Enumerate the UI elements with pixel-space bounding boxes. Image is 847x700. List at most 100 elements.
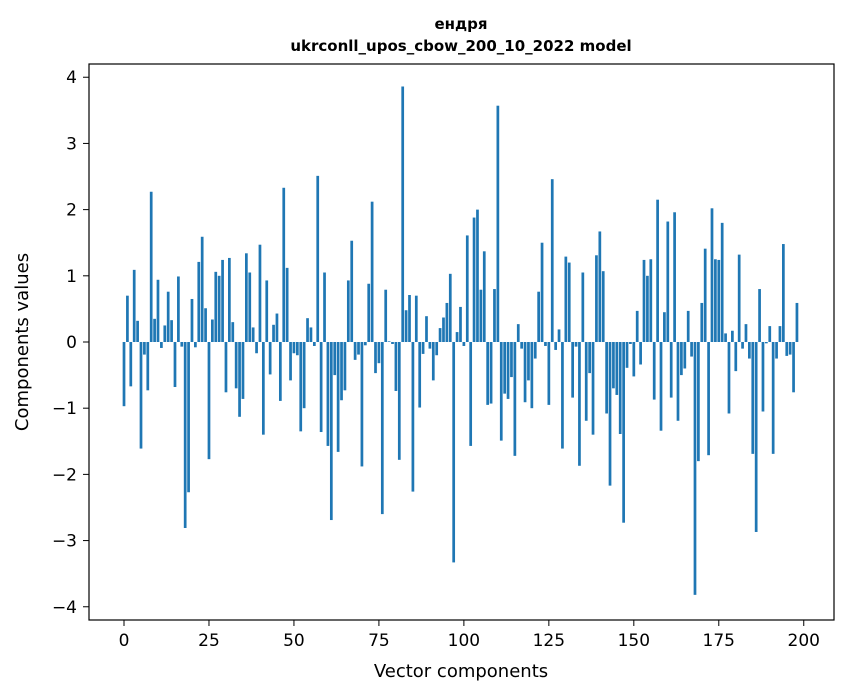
bar-15 xyxy=(173,342,177,388)
bar-147 xyxy=(622,342,625,523)
bar-186 xyxy=(754,342,758,532)
bar-83 xyxy=(404,310,408,342)
bar-139 xyxy=(595,255,598,342)
chart-title: ендря xyxy=(434,15,487,33)
bar-180 xyxy=(734,342,738,372)
bar-178 xyxy=(727,342,731,414)
bar-88 xyxy=(421,342,425,354)
bar-123 xyxy=(540,242,544,342)
bar-14 xyxy=(170,320,173,342)
bar-184 xyxy=(748,342,751,359)
bar-94 xyxy=(442,317,445,342)
y-tick-label: 1 xyxy=(66,267,77,287)
bar-18 xyxy=(183,342,187,528)
bar-161 xyxy=(669,342,673,398)
bar-195 xyxy=(785,342,789,356)
bar-9 xyxy=(153,318,156,342)
bar-148 xyxy=(625,342,629,368)
bar-57 xyxy=(316,175,320,342)
bar-130 xyxy=(564,256,568,342)
bar-96 xyxy=(448,273,452,342)
bar-87 xyxy=(418,342,422,408)
bar-22 xyxy=(197,261,201,342)
bar-173 xyxy=(710,208,714,342)
bar-150 xyxy=(632,342,636,377)
bar-105 xyxy=(479,289,483,342)
bar-170 xyxy=(700,302,704,342)
bar-63 xyxy=(336,342,340,452)
bar-29 xyxy=(221,259,224,342)
bar-13 xyxy=(166,291,170,342)
bar-82 xyxy=(401,86,405,342)
bar-117 xyxy=(520,342,524,349)
bar-197 xyxy=(792,342,795,393)
bar-166 xyxy=(686,310,690,342)
bar-62 xyxy=(333,342,337,376)
bar-143 xyxy=(608,342,612,486)
bar-53 xyxy=(302,342,306,409)
bar-193 xyxy=(778,326,782,342)
bar-126 xyxy=(550,179,554,342)
plot-frame xyxy=(88,63,835,621)
bar-114 xyxy=(510,342,513,378)
bar-26 xyxy=(211,319,214,342)
bar-24 xyxy=(204,308,207,342)
x-tick-label: 125 xyxy=(533,631,565,651)
bar-152 xyxy=(639,342,642,365)
bar-67 xyxy=(350,240,354,342)
bar-169 xyxy=(697,342,700,462)
bar-119 xyxy=(527,342,530,381)
bar-11 xyxy=(160,342,163,348)
bar-196 xyxy=(788,342,792,355)
bar-7 xyxy=(146,342,150,391)
bar-77 xyxy=(384,289,388,342)
bar-21 xyxy=(194,342,197,348)
bar-31 xyxy=(228,257,231,342)
bar-45 xyxy=(275,313,279,342)
bar-190 xyxy=(768,326,772,342)
bar-10 xyxy=(156,279,160,342)
bar-189 xyxy=(765,342,768,344)
x-tick-label: 0 xyxy=(119,631,130,651)
bar-5 xyxy=(139,342,143,449)
bar-95 xyxy=(445,302,449,342)
bar-129 xyxy=(561,342,564,449)
bar-17 xyxy=(180,342,184,347)
bar-28 xyxy=(217,275,221,342)
bar-20 xyxy=(190,298,194,342)
bar-38 xyxy=(251,327,255,342)
x-axis-label: Vector components xyxy=(374,661,548,682)
bar-160 xyxy=(666,221,670,342)
bar-122 xyxy=(537,291,541,342)
bar-109 xyxy=(493,289,496,342)
x-axis-ticks: 0 25 50 75 100 125 150 175 200 xyxy=(119,620,820,651)
bar-187 xyxy=(758,289,761,342)
y-tick-label: 0 xyxy=(66,333,77,353)
bar-157 xyxy=(656,199,659,342)
bar-142 xyxy=(605,342,608,414)
y-tick-label: 4 xyxy=(66,68,77,88)
bar-41 xyxy=(261,342,265,435)
bar-42 xyxy=(265,280,269,342)
bar-174 xyxy=(714,259,717,342)
bar-127 xyxy=(554,342,558,350)
bar-165 xyxy=(683,342,687,369)
bar-90 xyxy=(428,342,432,349)
bar-171 xyxy=(703,248,707,342)
bar-188 xyxy=(761,342,765,412)
bar-162 xyxy=(673,212,676,342)
bar-141 xyxy=(601,271,605,342)
bar-99 xyxy=(459,306,462,342)
bar-37 xyxy=(248,272,252,342)
bar-146 xyxy=(618,342,622,434)
bar-80 xyxy=(394,342,398,391)
bar-121 xyxy=(533,342,537,359)
bar-145 xyxy=(615,342,619,395)
bar-163 xyxy=(676,342,680,421)
bar-33 xyxy=(234,342,238,389)
bar-131 xyxy=(567,262,571,342)
bar-58 xyxy=(319,342,323,433)
bar-132 xyxy=(571,342,574,398)
bar-154 xyxy=(646,275,649,342)
